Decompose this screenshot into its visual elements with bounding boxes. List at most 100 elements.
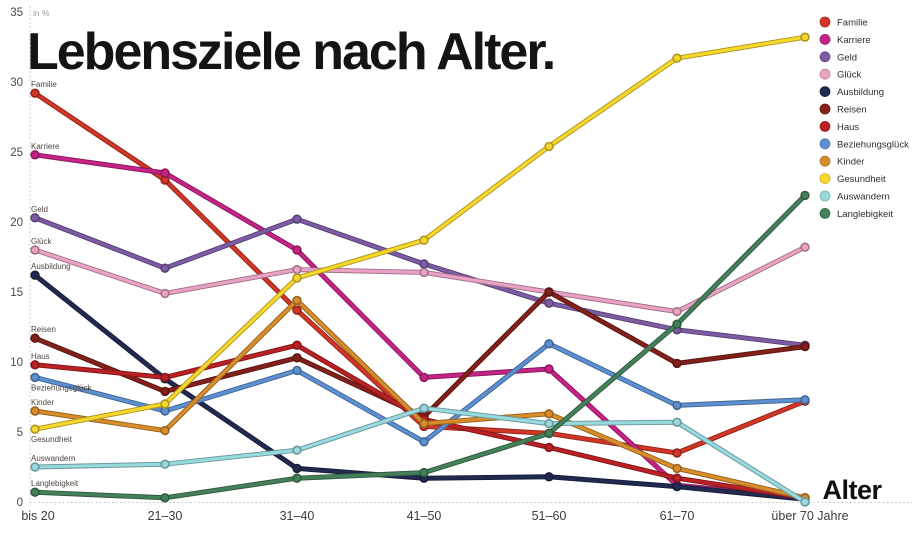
y-tick-label: 5: [17, 427, 23, 439]
data-point: [161, 374, 169, 381]
legend-item-familie: Familie: [819, 16, 868, 29]
legend-swatch: [819, 86, 831, 97]
series-line-outline: [32, 244, 808, 315]
y-tick-label: 15: [10, 287, 23, 299]
data-point: [420, 420, 428, 427]
series-langlebigkeit: [30, 190, 810, 503]
legend-swatch: [819, 103, 831, 115]
legend-label: Familie: [837, 18, 868, 29]
chart-title: Lebensziele nach Alter.: [27, 23, 556, 81]
data-point: [293, 246, 301, 254]
y-tick-label: 10: [10, 357, 23, 369]
data-point: [673, 55, 681, 62]
data-point: [545, 300, 553, 307]
legend-swatch: [819, 68, 831, 80]
data-point: [420, 269, 428, 276]
data-point: [31, 246, 39, 254]
data-point: [293, 465, 301, 472]
series-lines: [30, 32, 810, 507]
legend-swatch: [819, 207, 831, 219]
data-point: [545, 444, 553, 451]
data-point: [31, 426, 39, 433]
series-start-label: Karriere: [31, 142, 60, 151]
data-point: [420, 438, 428, 445]
series-karriere: [30, 150, 810, 503]
x-tick-label: 51–60: [532, 509, 567, 523]
x-tick-label: 41–50: [407, 509, 442, 523]
legend-item-kinder: Kinder: [819, 155, 864, 168]
data-point: [545, 143, 553, 150]
data-point: [673, 483, 681, 490]
data-point: [420, 374, 428, 381]
data-point: [420, 469, 428, 476]
axis-and-series-labels: 35 30 25 20 15 10 5 0 in % bis 20 21–30 31–40 41–50 5…: [10, 7, 883, 523]
legend-label: Reisen: [837, 105, 867, 116]
legend-label: Kinder: [837, 157, 864, 168]
data-point: [673, 465, 681, 472]
series-start-label: Kinder: [31, 398, 54, 407]
series-start-label: Beziehungsglück: [31, 383, 92, 392]
data-point: [161, 400, 169, 408]
series-beziehungsglück: [30, 339, 810, 447]
legend-item-beziehungsglück: Beziehungsglück: [819, 138, 909, 150]
series-gesundheit: [30, 32, 810, 434]
legend-label: Auswandern: [837, 192, 890, 203]
data-point: [31, 214, 39, 221]
data-point: [31, 272, 39, 279]
legend-label: Geld: [837, 52, 857, 63]
data-point: [161, 290, 169, 297]
x-tick-label: 21–30: [148, 509, 183, 523]
legend-label: Karriere: [837, 35, 871, 46]
data-point: [545, 410, 553, 417]
series-start-label: Familie: [31, 80, 57, 89]
legend-label: Beziehungsglück: [837, 139, 909, 150]
series-start-label: Ausbildung: [31, 262, 71, 271]
series-start-label: Glück: [31, 237, 52, 246]
data-point: [673, 308, 681, 315]
series-start-label: Auswandern: [31, 454, 75, 463]
legend-swatch: [819, 34, 831, 45]
data-point: [31, 463, 39, 471]
data-point: [673, 419, 681, 426]
data-point: [545, 340, 553, 347]
data-point: [31, 374, 39, 381]
x-tick-label: 31–40: [280, 509, 315, 523]
data-point: [161, 494, 169, 501]
data-point: [31, 361, 39, 368]
data-point: [673, 360, 681, 367]
y-tick-label: 20: [10, 217, 23, 229]
data-point: [545, 430, 553, 437]
series-auswandern: [30, 403, 810, 507]
data-point: [161, 265, 169, 272]
data-point: [801, 498, 809, 506]
data-point: [293, 447, 301, 454]
data-point: [31, 489, 39, 496]
legend-item-auswandern: Auswandern: [819, 190, 890, 203]
series-start-label: Gesundheit: [31, 435, 73, 444]
legend-label: Glück: [837, 70, 862, 81]
legend-item-glück: Glück: [819, 68, 862, 81]
data-point: [161, 407, 169, 415]
x-tick-label: über 70 Jahre: [771, 509, 848, 523]
legend-swatch: [819, 121, 831, 132]
legend-item-gesundheit: Gesundheit: [819, 173, 886, 185]
series-start-label: Haus: [31, 352, 50, 361]
legend-item-geld: Geld: [819, 51, 857, 63]
legend-item-haus: Haus: [819, 121, 859, 133]
series-start-label: Geld: [31, 205, 48, 214]
legend-swatch: [819, 173, 831, 185]
legend-label: Haus: [837, 122, 859, 133]
data-point: [293, 274, 301, 282]
legend-item-karriere: Karriere: [819, 34, 871, 46]
axes: [29, 6, 912, 503]
data-point: [161, 461, 169, 468]
data-point: [801, 244, 809, 251]
data-point: [293, 297, 301, 304]
data-point: [31, 151, 39, 158]
series-line: [33, 216, 807, 347]
legend-swatch: [819, 155, 831, 167]
legend: Familie Karriere Geld Glück Ausbildung Reisen…: [819, 16, 909, 220]
data-point: [801, 192, 809, 199]
data-point: [801, 34, 809, 41]
legend-item-ausbildung: Ausbildung: [819, 86, 884, 98]
